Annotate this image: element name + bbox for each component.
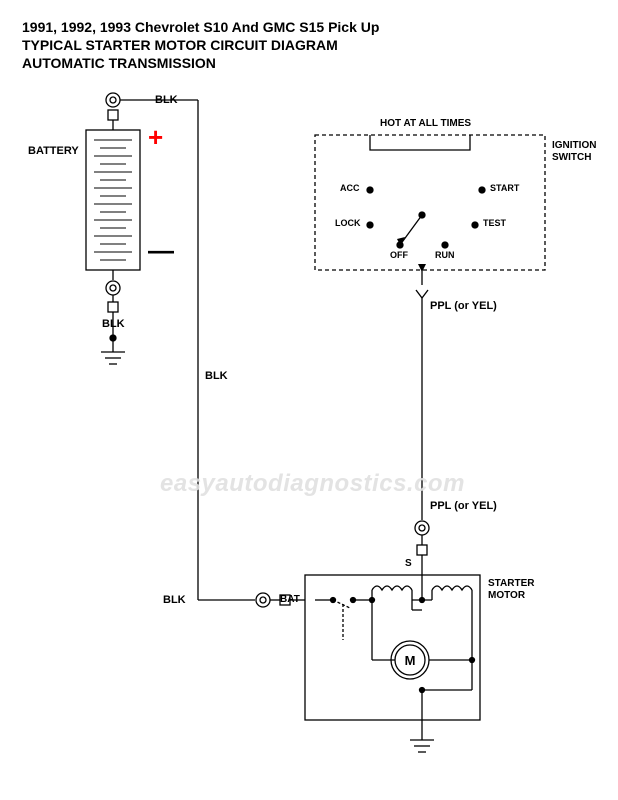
battery-top-wire-label: BLK bbox=[155, 94, 178, 106]
minus-symbol: — bbox=[148, 235, 174, 266]
plus-symbol: + bbox=[148, 122, 163, 153]
ppl-label-1: PPL (or YEL) bbox=[430, 300, 497, 312]
bat-label: BAT bbox=[280, 594, 300, 605]
start-label: START bbox=[490, 183, 519, 193]
ignition-header-label: HOT AT ALL TIMES bbox=[380, 118, 471, 129]
test-label: TEST bbox=[483, 218, 506, 228]
off-label: OFF bbox=[390, 250, 408, 260]
starter-motor-label: STARTERMOTOR bbox=[488, 578, 534, 602]
ignition-switch-text: IGNITIONSWITCH bbox=[552, 140, 596, 163]
ignition-switch-label: IGNITIONSWITCH bbox=[552, 140, 596, 164]
acc-label: ACC bbox=[340, 183, 360, 193]
wire-to-starter-label: BLK bbox=[163, 594, 186, 606]
starter-motor-text: STARTERMOTOR bbox=[488, 578, 534, 601]
ppl-label-2: PPL (or YEL) bbox=[430, 500, 497, 512]
battery-label: BATTERY bbox=[28, 145, 79, 157]
run-label: RUN bbox=[435, 250, 455, 260]
lock-label: LOCK bbox=[335, 218, 361, 228]
s-label: S bbox=[405, 558, 412, 569]
vertical-wire-label: BLK bbox=[205, 370, 228, 382]
circuit-diagram: M bbox=[0, 0, 618, 800]
motor-m-label: M bbox=[405, 653, 416, 668]
battery-bottom-wire-label: BLK bbox=[102, 318, 125, 330]
